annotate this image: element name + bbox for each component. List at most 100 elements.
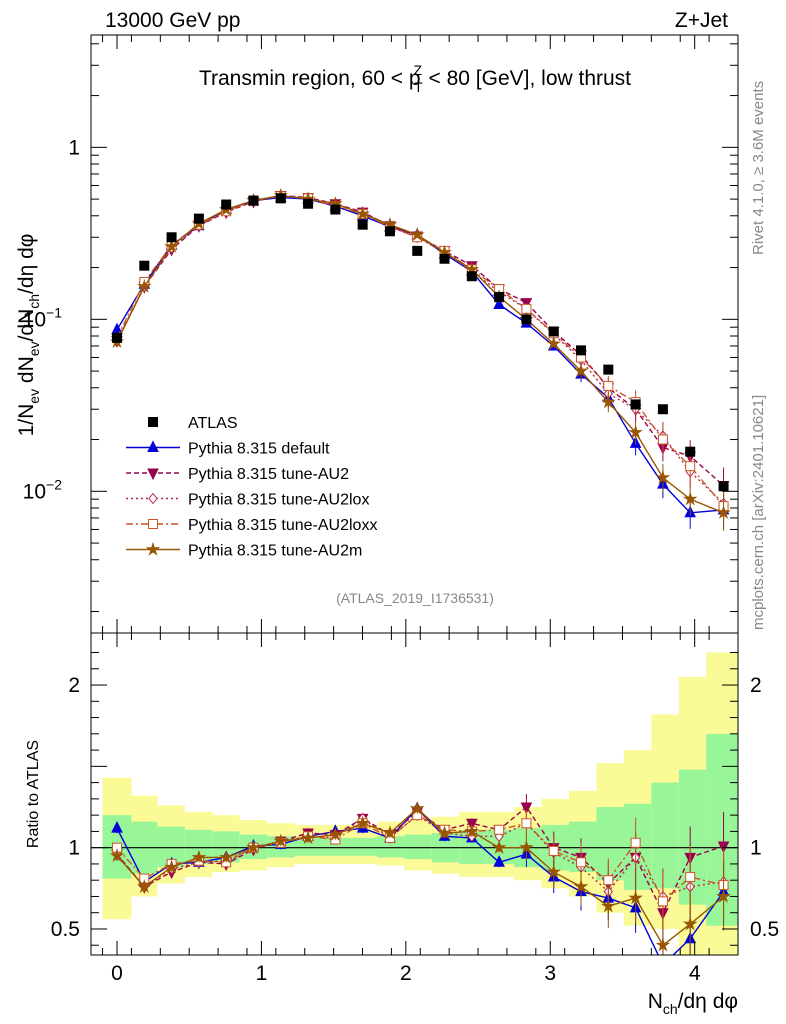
ratio-point-default xyxy=(658,959,668,969)
ratio-point-AU2m xyxy=(655,937,671,952)
ratio-point-AU2m xyxy=(273,833,289,848)
ratio-point-AU2 xyxy=(520,802,533,815)
header: 13000 GeV pp Z+Jet xyxy=(105,9,728,32)
ratio-point-AU2m xyxy=(191,849,207,864)
point-ATLAS xyxy=(357,219,368,230)
main-ytick-exp: −2 xyxy=(46,476,62,492)
main-series xyxy=(109,187,731,531)
legend-label-AU2loxx: Pythia 8.315 tune-AU2loxx xyxy=(188,517,377,534)
ratio-axes: 0 1 2 3 4 0.5 0.5 1 1 2 2 xyxy=(51,633,779,985)
point-ATLAS xyxy=(548,326,559,337)
mcplots-label: mcplots.cern.ch [arXiv:2401.10621] xyxy=(750,395,767,630)
point-AU2loxx xyxy=(685,461,696,472)
ratio-point-AU2 xyxy=(717,841,730,854)
series-ATLAS xyxy=(111,193,729,492)
legend-marker-AU2loxx xyxy=(148,519,158,529)
ratio-ylabel: Ratio to ATLAS xyxy=(25,740,42,848)
ratio-xtick-label: 0 xyxy=(111,962,123,985)
ratio-ytick-label: 0.5 xyxy=(51,918,80,941)
band-inner xyxy=(349,837,377,856)
ratio-point-AU2m xyxy=(716,888,731,903)
point-AU2m xyxy=(546,336,561,351)
point-AU2loxx xyxy=(603,380,614,391)
point-ATLAS xyxy=(439,253,450,264)
point-ATLAS xyxy=(193,213,204,224)
point-ATLAS xyxy=(412,245,423,256)
point-default xyxy=(493,297,505,309)
band-inner xyxy=(322,837,350,856)
legend-item-AU2: Pythia 8.315 tune-AU2 xyxy=(126,466,349,483)
band-inner xyxy=(376,836,405,858)
point-ATLAS xyxy=(494,291,505,302)
ratio-ytick-label-right: 2 xyxy=(750,674,762,697)
header-right: Z+Jet xyxy=(675,9,728,32)
point-AU2m xyxy=(164,238,179,253)
ratio-xtick-label: 2 xyxy=(400,962,412,985)
point-AU2m xyxy=(716,505,731,519)
point-ATLAS xyxy=(303,198,314,209)
legend-label-AU2: Pythia 8.315 tune-AU2 xyxy=(188,466,349,483)
legend-label-default: Pythia 8.315 default xyxy=(188,441,330,458)
point-ATLAS xyxy=(521,314,532,325)
ratio-point-AU2loxx xyxy=(494,824,505,835)
point-ATLAS xyxy=(111,332,122,343)
ratio-point-default xyxy=(111,821,123,833)
x-axis-label: Nch/dη dφ xyxy=(648,990,738,1017)
ratio-ytick-label-right: 0.5 xyxy=(750,918,779,941)
ratio-point-AU2m xyxy=(300,830,316,845)
ratio-bands xyxy=(91,652,738,955)
point-AU2loxx xyxy=(657,434,668,445)
ratio-point-AU2loxx xyxy=(657,896,668,907)
point-AU2m xyxy=(137,278,152,293)
point-ATLAS xyxy=(576,345,587,356)
legend-marker-ATLAS xyxy=(148,417,158,427)
ratio-point-AU2m xyxy=(218,849,234,864)
ratio-panel: 0 1 2 3 4 0.5 0.5 1 1 2 2 Ratio to ATLAS Nch/dη dφ xyxy=(25,632,779,1017)
ratio-point-AU2m xyxy=(491,840,507,854)
point-AU2m xyxy=(682,491,698,506)
main-ytick-base: 10 xyxy=(23,480,46,503)
ratio-point-AU2m xyxy=(437,825,452,840)
main-ytick-label: 10−1 xyxy=(23,304,63,331)
ratio-xtick-label: 1 xyxy=(256,962,268,985)
series-line-AU2loxx xyxy=(116,195,725,507)
legend-marker-AU2 xyxy=(147,468,159,481)
header-left: 13000 GeV pp xyxy=(105,9,240,32)
ratio-point-AU2loxx xyxy=(548,845,559,856)
ratio-point-AU2m xyxy=(382,825,398,840)
ratio-point-AU2loxx xyxy=(576,857,587,868)
main-ylabel: 1/Nev dNev/dNch/dη dφ xyxy=(15,234,42,437)
ratio-ytick-label: 1 xyxy=(68,837,80,860)
ratio-point-AU2m xyxy=(682,916,698,931)
point-ATLAS xyxy=(139,260,150,271)
ratio-point-AU2m xyxy=(573,879,589,893)
ratio-point-AU2m xyxy=(464,823,480,838)
point-ATLAS xyxy=(718,481,729,492)
legend-label-AU2m: Pythia 8.315 tune-AU2m xyxy=(188,543,362,560)
ratio-series-AU2m xyxy=(109,800,731,955)
point-ATLAS xyxy=(630,399,641,410)
point-AU2m xyxy=(355,206,370,221)
legend-marker-default xyxy=(147,440,159,452)
legend-item-ATLAS: ATLAS xyxy=(148,415,238,432)
ratio-point-AU2m xyxy=(546,864,561,879)
main-ytick-base: 10 xyxy=(23,308,46,331)
ratio-xtick-label: 4 xyxy=(689,962,701,985)
point-AU2m xyxy=(409,227,425,242)
point-ATLAS xyxy=(330,204,341,215)
main-ytick-exp: −1 xyxy=(46,304,62,320)
ratio-point-AU2loxx xyxy=(685,871,696,882)
ratio-point-AU2m xyxy=(519,840,534,854)
ratio-series xyxy=(109,794,731,969)
ratio-point-AU2m xyxy=(355,815,370,830)
legend-item-default: Pythia 8.315 default xyxy=(126,440,330,458)
point-ATLAS xyxy=(603,364,614,375)
ratio-point-default xyxy=(493,855,505,867)
legend-marker-AU2m xyxy=(145,541,161,556)
point-AU2m xyxy=(573,363,589,378)
point-ATLAS xyxy=(221,199,232,210)
point-ATLAS xyxy=(166,232,177,243)
point-ATLAS xyxy=(275,193,286,204)
band-inner xyxy=(596,807,624,881)
